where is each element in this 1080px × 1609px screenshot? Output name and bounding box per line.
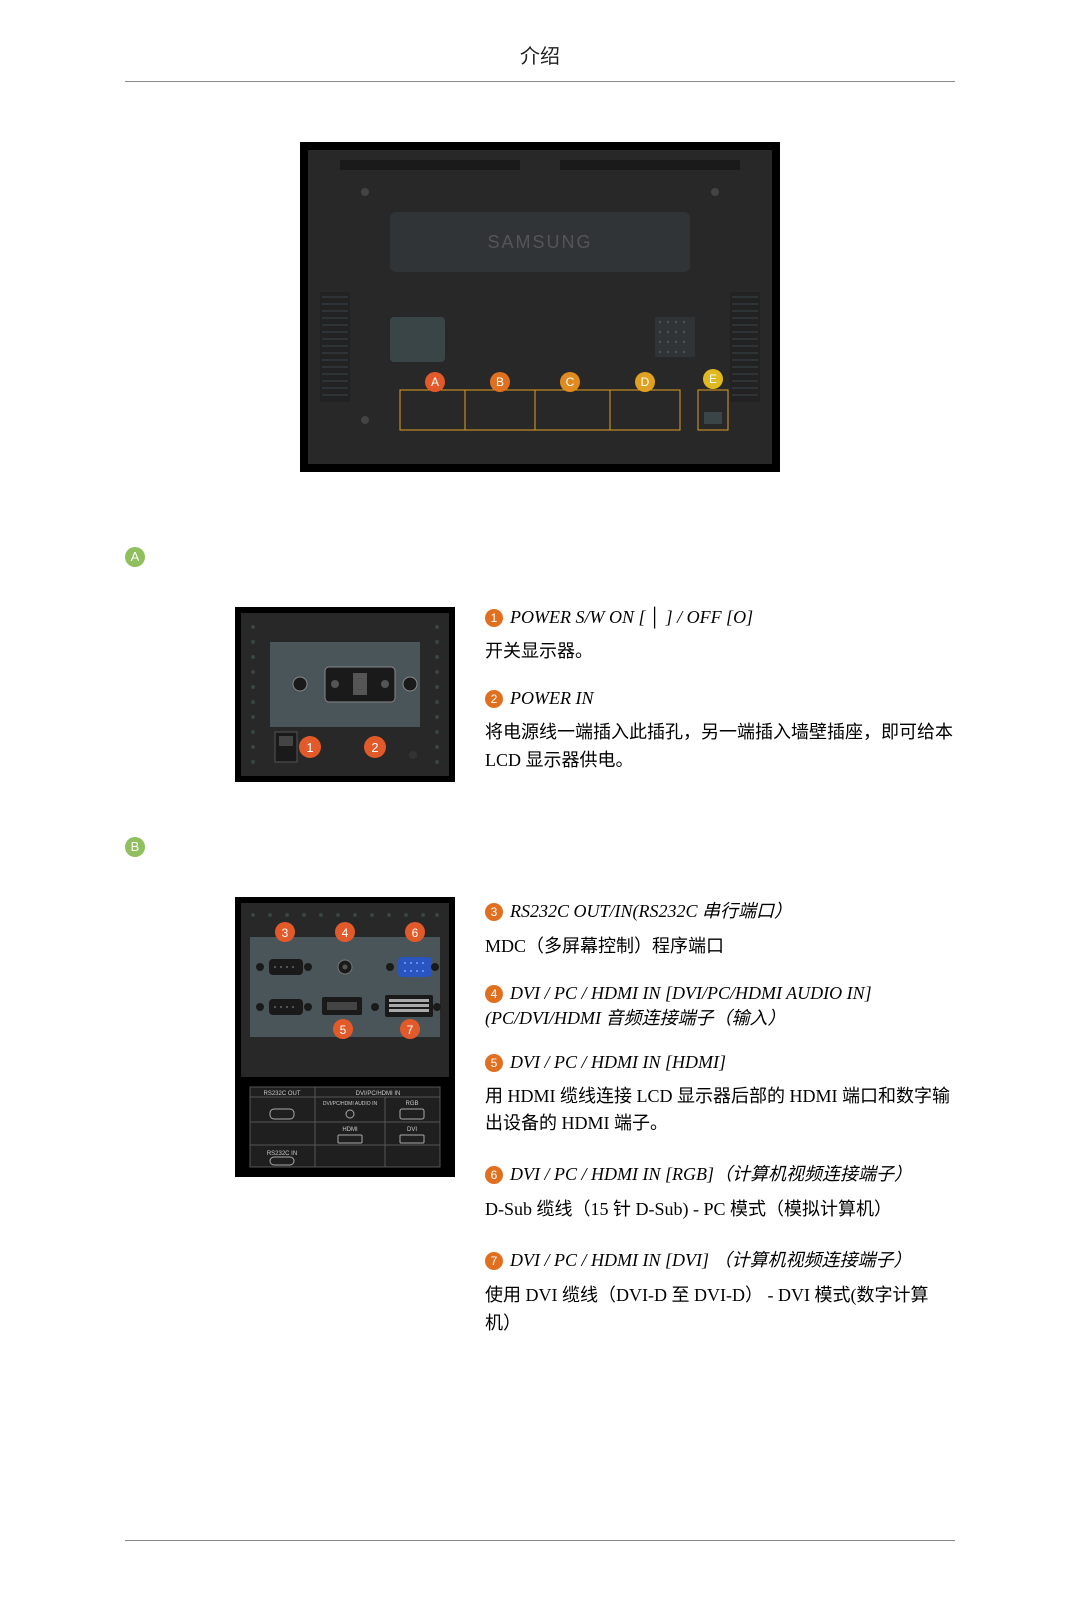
item-title-3: RS232C OUT/IN(RS232C 串行端口） [510, 901, 792, 921]
item-title-6: DVI / PC / HDMI IN [RGB]（计算机视频连接端子） [510, 1164, 912, 1184]
svg-text:B: B [496, 375, 504, 389]
svg-text:C: C [566, 375, 575, 389]
item-title-4: DVI / PC / HDMI IN [DVI/PC/HDMI AUDIO IN… [485, 983, 872, 1028]
item-title-1: POWER S/W ON [ │ ] / OFF [O] [510, 607, 753, 627]
num-7: 7 [485, 1252, 503, 1270]
svg-text:RS232C OUT: RS232C OUT [263, 1091, 300, 1097]
svg-text:1: 1 [306, 740, 313, 755]
svg-text:6: 6 [412, 926, 419, 940]
item-title-5: DVI / PC / HDMI IN [HDMI] [510, 1052, 726, 1072]
item-title-2: POWER IN [510, 688, 593, 708]
num-3: 3 [485, 903, 503, 921]
section-b-marker: B [125, 837, 145, 857]
item-desc-7: 使用 DVI 缆线（DVI-D 至 DVI-D） - DVI 模式(数字计算机） [485, 1282, 955, 1338]
footer-rule [125, 1540, 955, 1541]
num-5: 5 [485, 1054, 503, 1072]
item-desc-2: 将电源线一端插入此插孔，另一端插入墙壁插座，即可给本 LCD 显示器供电。 [485, 719, 955, 775]
item-desc-3: MDC（多屏幕控制）程序端口 [485, 933, 955, 961]
svg-text:RGB: RGB [405, 1101, 418, 1107]
svg-text:7: 7 [407, 1023, 414, 1037]
section-a-diagram: 1 2 [235, 607, 465, 787]
svg-text:D: D [641, 375, 650, 389]
svg-text:DVI/PC/HDMI AUDIO IN: DVI/PC/HDMI AUDIO IN [323, 1101, 378, 1107]
section-a-marker: A [125, 547, 145, 567]
page-title: 介绍 [125, 40, 955, 82]
svg-text:A: A [431, 375, 439, 389]
num-2: 2 [485, 690, 503, 708]
svg-text:DVI/PC/HDMI IN: DVI/PC/HDMI IN [356, 1091, 401, 1097]
section-b-diagram: 3 4 6 5 7 RS232C OUT DVI/PC/HDMI IN DVI/… [235, 897, 465, 1182]
svg-text:5: 5 [340, 1023, 347, 1037]
svg-text:DVI: DVI [407, 1127, 417, 1133]
num-4: 4 [485, 985, 503, 1003]
num-1: 1 [485, 609, 503, 627]
svg-text:4: 4 [342, 926, 349, 940]
item-title-7: DVI / PC / HDMI IN [DVI] （计算机视频连接端子） [510, 1250, 911, 1270]
svg-text:E: E [709, 372, 717, 386]
svg-text:HDMI: HDMI [342, 1127, 358, 1133]
item-desc-5: 用 HDMI 缆线连接 LCD 显示器后部的 HDMI 端口和数字输出设备的 H… [485, 1083, 955, 1139]
top-monitor-diagram: SAMSUNG A B C D E [125, 142, 955, 477]
svg-text:SAMSUNG: SAMSUNG [487, 232, 592, 252]
item-desc-1: 开关显示器。 [485, 638, 955, 666]
svg-text:RS232C IN: RS232C IN [267, 1151, 297, 1157]
svg-text:3: 3 [282, 926, 289, 940]
num-6: 6 [485, 1166, 503, 1184]
svg-text:2: 2 [371, 740, 378, 755]
item-desc-6: D-Sub 缆线（15 针 D-Sub) - PC 模式（模拟计算机） [485, 1196, 955, 1224]
